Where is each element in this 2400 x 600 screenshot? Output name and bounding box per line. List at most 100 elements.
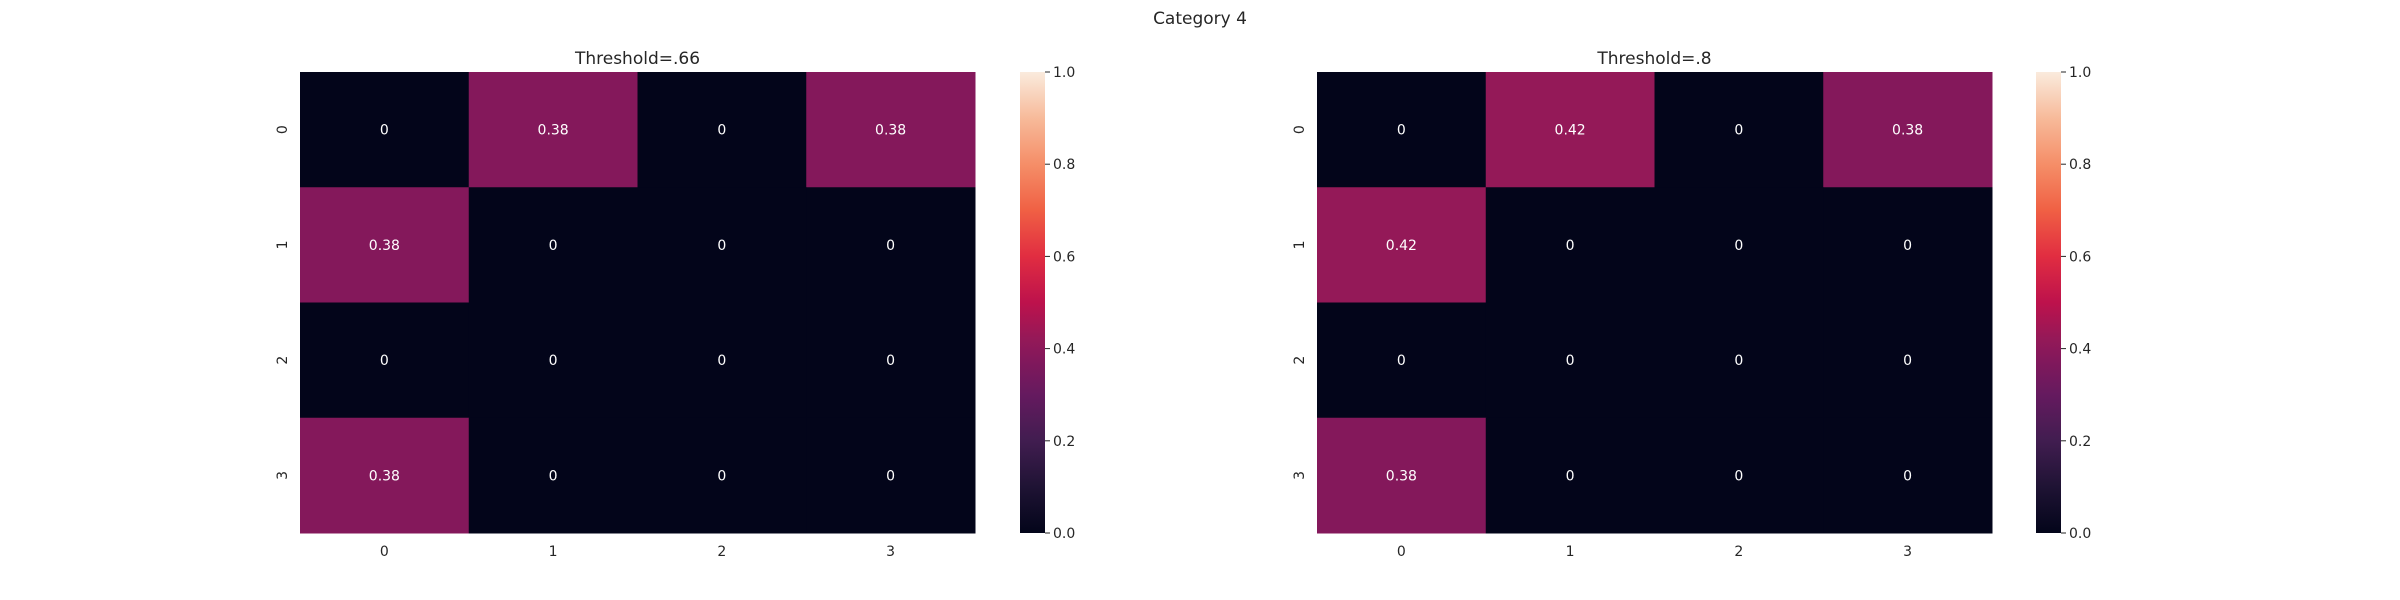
panel-title: Threshold=.8 [1596,49,1711,69]
colorbar-gradient [2036,72,2061,533]
heatmap-cell [1654,72,1824,188]
cell-value-label: 0 [1903,468,1912,484]
y-tick-label: 2 [1292,356,1308,365]
colorbar-tick-label: 0.2 [1053,434,1075,450]
heatmap-cell [468,417,638,534]
heatmap-cell [637,302,807,419]
heatmap-cell [1485,302,1655,419]
heatmap-cell [1485,417,1655,534]
heatmap-cell [1654,302,1824,419]
heatmap-cell [1485,72,1655,188]
panel-title: Threshold=.66 [574,49,700,69]
y-tick-label: 1 [275,240,291,249]
cell-value-label: 0 [380,123,389,139]
cell-value-label: 0 [1566,238,1575,254]
heatmap-cell [1823,417,1993,534]
cell-value-label: 0.38 [369,238,400,254]
heatmap-cell [468,302,638,419]
heatmap-cell [806,72,976,188]
y-tick-label: 1 [1292,240,1308,249]
cell-value-label: 0.38 [875,123,906,139]
cell-value-label: 0.38 [1386,468,1417,484]
cell-value-label: 0 [886,468,895,484]
cell-value-label: 0 [1734,468,1743,484]
heatmap-cell [637,417,807,534]
cell-value-label: 0 [549,353,558,369]
heatmap-cell [300,72,470,188]
heatmap-panel-1: Threshold=.66 0 0.38 0 0.38 0.38 0 0 0 0 0 0 0 0.38 0 0… [275,49,1075,560]
heatmap-cell [1317,417,1487,534]
heatmap-cell [1317,72,1487,188]
x-tick-label: 3 [886,544,895,560]
colorbar-tick-label: 0.0 [2069,526,2091,542]
heatmap-cell [300,417,470,534]
heatmap-cell [637,187,807,303]
y-tick-label: 0 [1292,125,1308,134]
colorbar-tick-label: 1.0 [2069,65,2091,81]
heatmap-cell [1317,187,1487,303]
cell-value-label: 0 [717,353,726,369]
colorbar-tick-label: 0.8 [1053,157,1075,173]
colorbar-tick-label: 0.0 [1053,526,1075,542]
y-tick-label: 2 [275,356,291,365]
cell-value-label: 0 [1566,353,1575,369]
colorbar-tick-label: 0.4 [2069,342,2091,358]
y-tick-label: 3 [275,471,291,480]
y-tick-label: 0 [275,125,291,134]
cell-value-label: 0 [886,238,895,254]
colorbar-gradient [1020,72,1045,533]
heatmap-cell [1317,302,1487,419]
cell-value-label: 0 [886,353,895,369]
cell-value-label: 0 [380,353,389,369]
colorbar-tick-label: 0.6 [1053,249,1075,265]
heatmap-cell [1823,187,1993,303]
x-tick-label: 1 [1566,544,1575,560]
cell-value-label: 0 [1903,238,1912,254]
heatmap-cell [468,72,638,188]
cell-value-label: 0 [717,238,726,254]
x-tick-label: 0 [1397,544,1406,560]
x-tick-label: 2 [1734,544,1743,560]
colorbar-tick-label: 0.8 [2069,157,2091,173]
cell-value-label: 0 [717,468,726,484]
cell-value-label: 0.38 [538,123,569,139]
figure-title: Category 4 [1153,9,1247,29]
cell-value-label: 0.38 [369,468,400,484]
cell-value-label: 0 [1734,238,1743,254]
heatmap-cell [300,302,470,419]
heatmap-cell [300,187,470,303]
cell-value-label: 0 [549,468,558,484]
cell-value-label: 0 [1903,353,1912,369]
cell-value-label: 0.42 [1555,123,1586,139]
heatmap-cell [1823,302,1993,419]
cell-value-label: 0 [1734,123,1743,139]
x-tick-label: 2 [717,544,726,560]
heatmap-cell [806,187,976,303]
colorbar: 0.0 0.2 0.4 0.6 0.8 1.0 [2036,65,2091,542]
heatmap-cell [637,72,807,188]
y-tick-label: 3 [1292,471,1308,480]
x-tick-label: 1 [549,544,558,560]
heatmap-cell [806,417,976,534]
cell-value-label: 0.38 [1892,123,1923,139]
colorbar-tick-label: 1.0 [1053,65,1075,81]
heatmap-cell [806,302,976,419]
cell-value-label: 0 [1397,123,1406,139]
colorbar-tick-label: 0.4 [1053,342,1075,358]
heatmap-cell [1654,417,1824,534]
colorbar: 0.0 0.2 0.4 0.6 0.8 1.0 [1020,65,1075,542]
heatmap-cell [1485,187,1655,303]
heatmap-panel-2: Threshold=.80 0.42 0 0.380.42 0 0 00 0 0 00.38 0 0 0… [1292,49,2091,560]
heatmap-cell [1654,187,1824,303]
colorbar-tick-label: 0.2 [2069,434,2091,450]
cell-value-label: 0 [1734,353,1743,369]
cell-value-label: 0 [1566,468,1575,484]
cell-value-label: 0 [549,238,558,254]
colorbar-tick-label: 0.6 [2069,249,2091,265]
cell-value-label: 0 [1397,353,1406,369]
heatmap-cell [1823,72,1993,188]
x-tick-label: 3 [1903,544,1912,560]
x-tick-label: 0 [380,544,389,560]
cell-value-label: 0.42 [1386,238,1417,254]
